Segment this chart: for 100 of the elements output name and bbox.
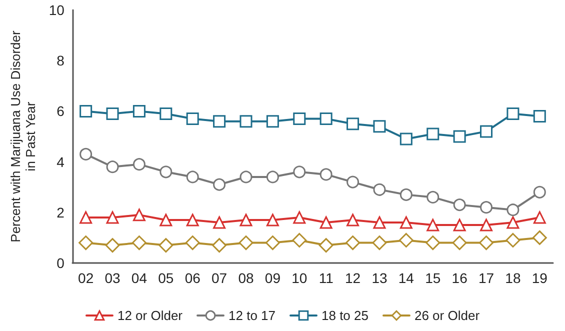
- x-tick-label: 09: [264, 270, 281, 286]
- point: [132, 236, 146, 250]
- x-tick-label: 13: [372, 270, 388, 286]
- point: [240, 170, 252, 184]
- legend-label: 12 or Older: [117, 308, 184, 323]
- point: [105, 238, 120, 253]
- x-tick-label: 02: [78, 270, 94, 286]
- point: [213, 178, 226, 191]
- point: [533, 110, 546, 123]
- legend-label: 18 to 25: [322, 308, 368, 323]
- point: [106, 160, 119, 174]
- point: [293, 112, 306, 126]
- point: [346, 118, 360, 130]
- point: [426, 236, 440, 250]
- point: [346, 214, 360, 226]
- point: [426, 128, 440, 140]
- x-tick-label: 17: [478, 270, 494, 286]
- point: [480, 201, 493, 214]
- point: [185, 236, 200, 250]
- point: [80, 148, 92, 160]
- x-tick-label: 16: [452, 270, 468, 286]
- point: [186, 214, 199, 226]
- x-tick-label: 18: [505, 270, 521, 286]
- y-axis-title: Percent with Marijuana Use Disorder in Past Year: [8, 30, 38, 242]
- point: [160, 107, 172, 120]
- point: [318, 238, 334, 253]
- point: [80, 211, 92, 224]
- point: [160, 214, 172, 226]
- point: [453, 218, 466, 232]
- point: [266, 214, 279, 226]
- x-tick-label: 11: [318, 270, 334, 286]
- x-tick-label: 06: [184, 270, 201, 286]
- point: [106, 211, 119, 224]
- point: [293, 211, 306, 224]
- point: [532, 230, 547, 245]
- y-tick-label: 2: [56, 204, 65, 220]
- point: [212, 238, 227, 253]
- x-tick-label: 10: [292, 270, 308, 286]
- point: [293, 166, 306, 178]
- x-tick-label: 07: [212, 270, 228, 286]
- point: [132, 158, 146, 171]
- point: [320, 216, 332, 229]
- y-tick-label: 4: [56, 154, 65, 170]
- x-tick-label: 14: [398, 270, 414, 286]
- point: [186, 112, 199, 126]
- point: [400, 132, 412, 146]
- point: [158, 238, 174, 253]
- point: [186, 170, 199, 184]
- point: [506, 107, 520, 120]
- point: [533, 186, 546, 198]
- point: [373, 216, 386, 229]
- point: [426, 218, 440, 232]
- point: [213, 115, 226, 128]
- x-tick-label: 05: [158, 270, 174, 286]
- point: [213, 216, 226, 229]
- point: [240, 115, 252, 128]
- x-tick-label: 03: [104, 270, 121, 286]
- y-tick-label: 10: [48, 2, 65, 18]
- point: [346, 176, 360, 188]
- point: [292, 232, 307, 248]
- point: [320, 168, 332, 181]
- point: [426, 190, 440, 204]
- point: [80, 104, 92, 118]
- x-tick-label: 15: [425, 270, 441, 286]
- point: [78, 236, 94, 250]
- point: [132, 104, 146, 118]
- point: [106, 107, 119, 120]
- x-tick-label: 04: [131, 270, 148, 286]
- point: [506, 232, 520, 248]
- x-tick-label: 08: [238, 270, 254, 286]
- point: [132, 208, 146, 222]
- y-tick-label: 6: [56, 103, 65, 120]
- point: [346, 236, 360, 250]
- x-tick-label: 12: [344, 270, 361, 286]
- point: [506, 204, 520, 216]
- point: [265, 236, 280, 250]
- point: [373, 183, 386, 196]
- point: [453, 130, 466, 143]
- point: [240, 214, 252, 226]
- point: [373, 120, 386, 133]
- point: [453, 198, 466, 212]
- point: [480, 218, 493, 232]
- legend-label: 26 or Older: [414, 308, 480, 323]
- y-tick-label: 0: [56, 255, 65, 271]
- x-tick-label: 19: [532, 270, 548, 286]
- point: [238, 236, 254, 250]
- point: [400, 216, 412, 229]
- point: [400, 188, 412, 201]
- y-tick-label: 8: [56, 52, 65, 69]
- point: [506, 216, 520, 229]
- point: [372, 236, 387, 250]
- point: [266, 115, 279, 128]
- point: [480, 125, 493, 138]
- point: [398, 232, 414, 248]
- point: [479, 236, 494, 250]
- point: [266, 170, 279, 184]
- point: [533, 211, 546, 224]
- legend-label: 12 to 17: [228, 308, 276, 323]
- point: [160, 166, 172, 178]
- point: [452, 236, 467, 250]
